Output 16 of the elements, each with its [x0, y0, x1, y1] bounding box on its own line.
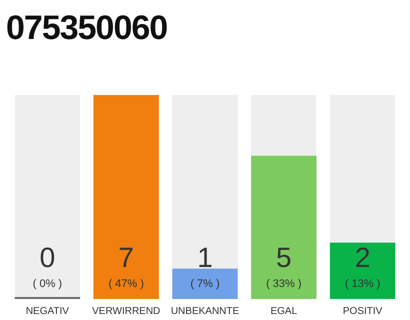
- data-label: ( 0% ): [32, 278, 62, 290]
- data-label: ( 47% ): [108, 278, 144, 290]
- annotation: 7: [118, 242, 134, 273]
- annotation: 5: [276, 242, 292, 273]
- x-tick-label: POSITIV: [342, 306, 383, 317]
- x-tick-label: EGAL: [270, 306, 298, 317]
- x-tick-label: VERWIRREND: [92, 306, 160, 317]
- chart-title: 075350060: [6, 8, 168, 48]
- annotation: 1: [197, 242, 213, 273]
- x-tick-label: NEGATIV: [26, 306, 70, 317]
- data-label: ( 33% ): [266, 278, 302, 290]
- data-label: ( 7% ): [190, 278, 220, 290]
- annotation: 2: [354, 242, 370, 273]
- annotation: 0: [40, 242, 56, 273]
- x-tick-label: UNBEKANNTE: [170, 306, 240, 317]
- data-label: ( 13% ): [344, 278, 380, 290]
